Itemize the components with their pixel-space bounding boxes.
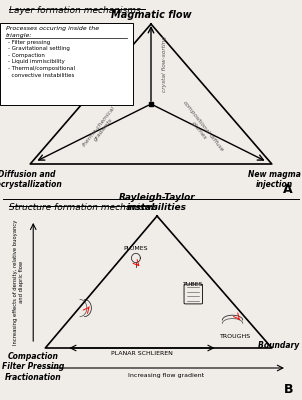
Text: thermo-chemical
gradients: thermo-chemical gradients — [82, 105, 121, 151]
Text: B: B — [284, 383, 293, 396]
Text: Magmatic flow: Magmatic flow — [111, 10, 191, 20]
Text: A: A — [283, 183, 293, 196]
Text: PLANAR SCHLIEREN: PLANAR SCHLIEREN — [111, 351, 173, 356]
Text: PLUMES: PLUMES — [124, 246, 148, 250]
Text: Processes occuring inside the
triangle:: Processes occuring inside the triangle: — [6, 26, 99, 38]
Text: Boundary Flow: Boundary Flow — [258, 342, 302, 350]
Text: Increasing flow gradient: Increasing flow gradient — [128, 373, 204, 378]
FancyBboxPatch shape — [0, 23, 133, 105]
Text: Compaction
Filter Pressing
Fractionation: Compaction Filter Pressing Fractionation — [2, 352, 64, 382]
Text: - Filter pressing
- Gravitational settling
- Compaction
- Liquid immiscibility
-: - Filter pressing - Gravitational settli… — [8, 40, 75, 78]
Text: Layer formation mechanisms: Layer formation mechanisms — [9, 6, 141, 15]
Text: TUBES: TUBES — [183, 282, 204, 286]
Text: New magma
injection: New magma injection — [248, 170, 301, 190]
Text: Structure formation mechanisms: Structure formation mechanisms — [9, 203, 158, 212]
Text: crystal flow-sorting: crystal flow-sorting — [162, 36, 167, 92]
Text: Rayleigh-Taylor
instabilities: Rayleigh-Taylor instabilities — [119, 193, 195, 212]
Text: compositional-diffuse
plumes: compositional-diffuse plumes — [177, 100, 225, 156]
Text: Increasing effects of density, relative buoyancy
and diapric flow: Increasing effects of density, relative … — [12, 219, 24, 345]
Text: TROUGHS: TROUGHS — [220, 334, 251, 338]
Text: Diffusion and
recrystallization: Diffusion and recrystallization — [0, 170, 62, 190]
